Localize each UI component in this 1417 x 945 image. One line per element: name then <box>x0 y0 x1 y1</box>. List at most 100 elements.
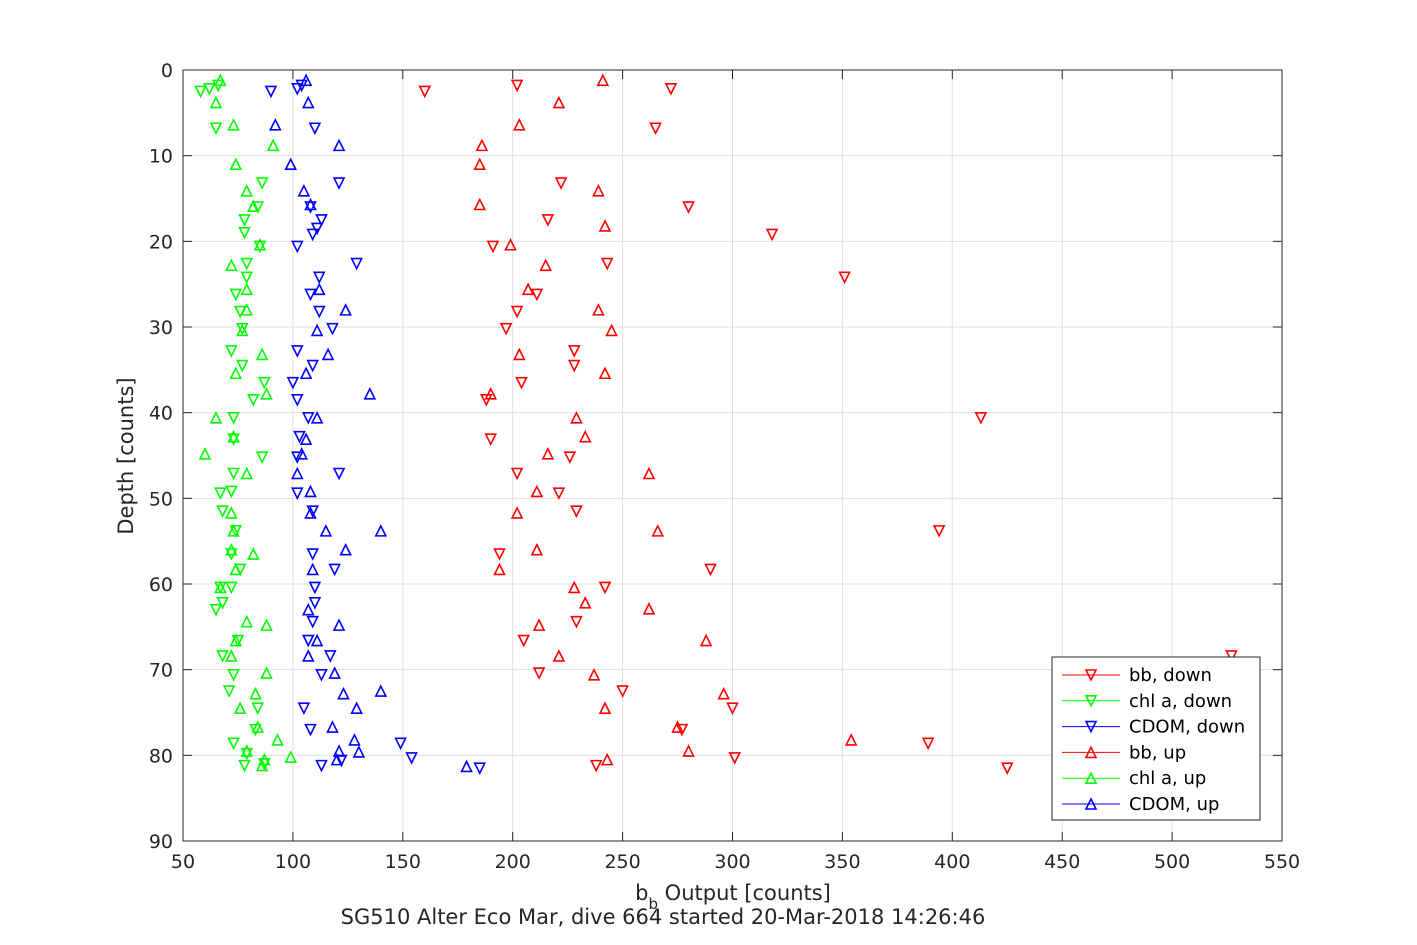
data-point <box>293 430 306 444</box>
data-point <box>517 634 530 648</box>
data-point <box>295 446 308 460</box>
data-point <box>260 618 273 631</box>
data-point <box>255 451 269 465</box>
data-point <box>596 73 610 87</box>
data-point <box>642 602 656 615</box>
data-point <box>541 214 555 227</box>
data-point <box>605 323 618 337</box>
data-point <box>233 701 247 715</box>
series-3-markers <box>473 73 858 766</box>
data-point <box>570 505 583 518</box>
data-point <box>512 347 526 361</box>
data-point <box>600 752 614 766</box>
data-point <box>291 83 304 96</box>
data-point <box>589 759 603 773</box>
data-point <box>310 222 324 236</box>
data-point <box>251 201 265 214</box>
data-point <box>332 138 346 152</box>
data-point <box>214 73 227 87</box>
legend-label: chl a, up <box>1129 768 1206 789</box>
data-point <box>238 759 251 773</box>
data-point <box>240 614 254 628</box>
data-point <box>310 633 324 647</box>
data-point <box>530 484 544 498</box>
data-point <box>240 271 254 285</box>
data-point <box>225 581 238 595</box>
data-point <box>651 524 665 537</box>
legend-marker <box>1084 797 1098 810</box>
data-point <box>315 214 328 227</box>
data-point <box>473 157 487 171</box>
data-point <box>214 487 227 500</box>
data-point <box>728 752 741 765</box>
x-axis-title: bb Output [counts] <box>635 881 831 913</box>
data-point <box>304 723 317 737</box>
x-tick-label: 550 <box>1264 851 1300 873</box>
legend-box <box>1051 656 1261 821</box>
data-point <box>838 271 851 285</box>
data-point <box>578 596 592 609</box>
data-point <box>312 282 326 296</box>
data-point <box>1000 762 1014 775</box>
data-point <box>418 85 432 99</box>
data-point <box>394 737 407 751</box>
data-point <box>521 282 535 296</box>
data-point <box>222 685 236 698</box>
data-point <box>339 542 352 556</box>
data-point <box>563 451 577 465</box>
data-point <box>240 747 254 761</box>
data-point <box>214 580 227 594</box>
series-4-markers <box>198 73 297 772</box>
data-point <box>225 345 238 358</box>
data-point <box>532 618 546 631</box>
data-point <box>247 547 260 560</box>
x-tick-label: 500 <box>1154 851 1190 873</box>
data-point <box>337 686 350 700</box>
data-point <box>484 433 498 447</box>
data-point <box>541 446 555 460</box>
data-point <box>504 237 517 251</box>
data-point <box>297 702 311 716</box>
data-point <box>286 376 300 390</box>
data-point <box>306 548 319 561</box>
data-point <box>271 733 284 746</box>
data-point <box>510 506 524 519</box>
y-tick-label: 90 <box>149 831 173 853</box>
legend-label: CDOM, down <box>1129 717 1245 738</box>
data-point <box>493 562 506 576</box>
data-point <box>229 525 243 538</box>
x-tick-label: 100 <box>275 851 311 873</box>
data-point <box>269 118 282 131</box>
data-point <box>1225 650 1238 663</box>
data-point <box>844 733 858 746</box>
legend-label: bb, down <box>1129 665 1212 686</box>
data-point <box>240 282 254 296</box>
data-point <box>649 122 662 136</box>
data-point <box>240 466 254 480</box>
data-point <box>297 184 311 197</box>
data-point <box>306 505 319 518</box>
data-point <box>352 745 366 758</box>
data-point <box>301 634 315 648</box>
data-point <box>304 197 317 211</box>
data-point <box>229 562 243 576</box>
data-point <box>332 177 346 190</box>
data-point <box>255 177 269 190</box>
data-point <box>326 322 339 336</box>
data-point <box>598 219 612 232</box>
data-point <box>308 122 322 136</box>
data-point <box>726 702 739 716</box>
data-point <box>227 524 240 537</box>
series-5-markers <box>269 73 473 773</box>
data-point <box>301 412 315 425</box>
data-point <box>323 650 337 663</box>
legend-marker <box>1084 694 1098 708</box>
data-point <box>229 288 243 302</box>
data-point <box>321 347 335 361</box>
data-point <box>209 122 223 136</box>
data-point <box>592 303 605 316</box>
data-point <box>236 323 249 337</box>
data-point <box>304 506 317 519</box>
data-point <box>765 228 779 242</box>
data-point <box>238 226 251 240</box>
